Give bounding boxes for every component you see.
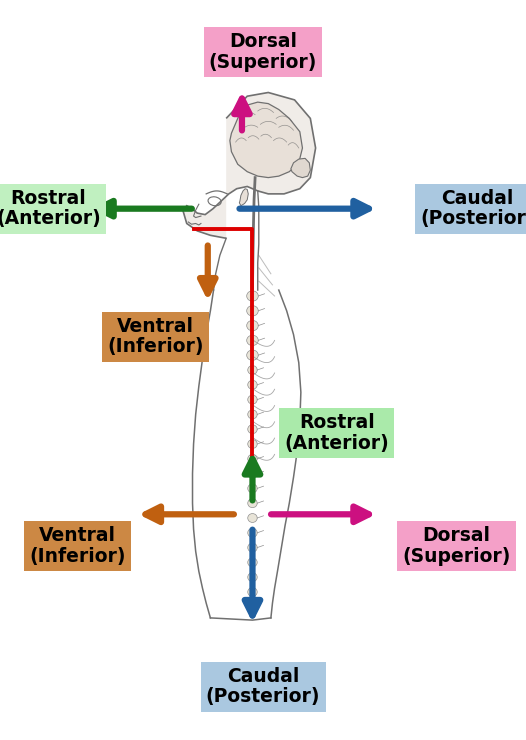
Ellipse shape	[247, 320, 258, 331]
Ellipse shape	[247, 350, 258, 360]
Polygon shape	[291, 158, 310, 178]
Ellipse shape	[248, 380, 257, 389]
Ellipse shape	[248, 440, 257, 448]
Text: Ventral
(Inferior): Ventral (Inferior)	[29, 526, 126, 566]
Text: Caudal
(Posterior): Caudal (Posterior)	[206, 667, 320, 707]
Ellipse shape	[248, 602, 257, 611]
Ellipse shape	[248, 588, 257, 596]
Ellipse shape	[248, 573, 257, 582]
Text: Dorsal
(Superior): Dorsal (Superior)	[402, 526, 511, 566]
Ellipse shape	[247, 291, 258, 301]
Ellipse shape	[248, 543, 257, 552]
Ellipse shape	[248, 425, 257, 434]
Ellipse shape	[248, 528, 257, 537]
Text: Ventral
(Inferior): Ventral (Inferior)	[107, 317, 204, 357]
Ellipse shape	[248, 410, 257, 419]
Ellipse shape	[248, 395, 257, 404]
Ellipse shape	[248, 558, 257, 567]
Ellipse shape	[248, 366, 257, 374]
Ellipse shape	[247, 335, 258, 346]
Ellipse shape	[248, 454, 257, 463]
Ellipse shape	[248, 499, 257, 508]
Ellipse shape	[247, 306, 258, 316]
Polygon shape	[230, 102, 302, 178]
Text: Caudal
(Posterior): Caudal (Posterior)	[420, 189, 526, 229]
Text: Rostral
(Anterior): Rostral (Anterior)	[0, 189, 101, 229]
Polygon shape	[183, 92, 316, 238]
Text: Rostral
(Anterior): Rostral (Anterior)	[284, 413, 389, 453]
Ellipse shape	[248, 469, 257, 478]
Polygon shape	[239, 189, 248, 206]
Ellipse shape	[248, 514, 257, 522]
Text: Dorsal
(Superior): Dorsal (Superior)	[209, 32, 317, 72]
Ellipse shape	[248, 484, 257, 493]
